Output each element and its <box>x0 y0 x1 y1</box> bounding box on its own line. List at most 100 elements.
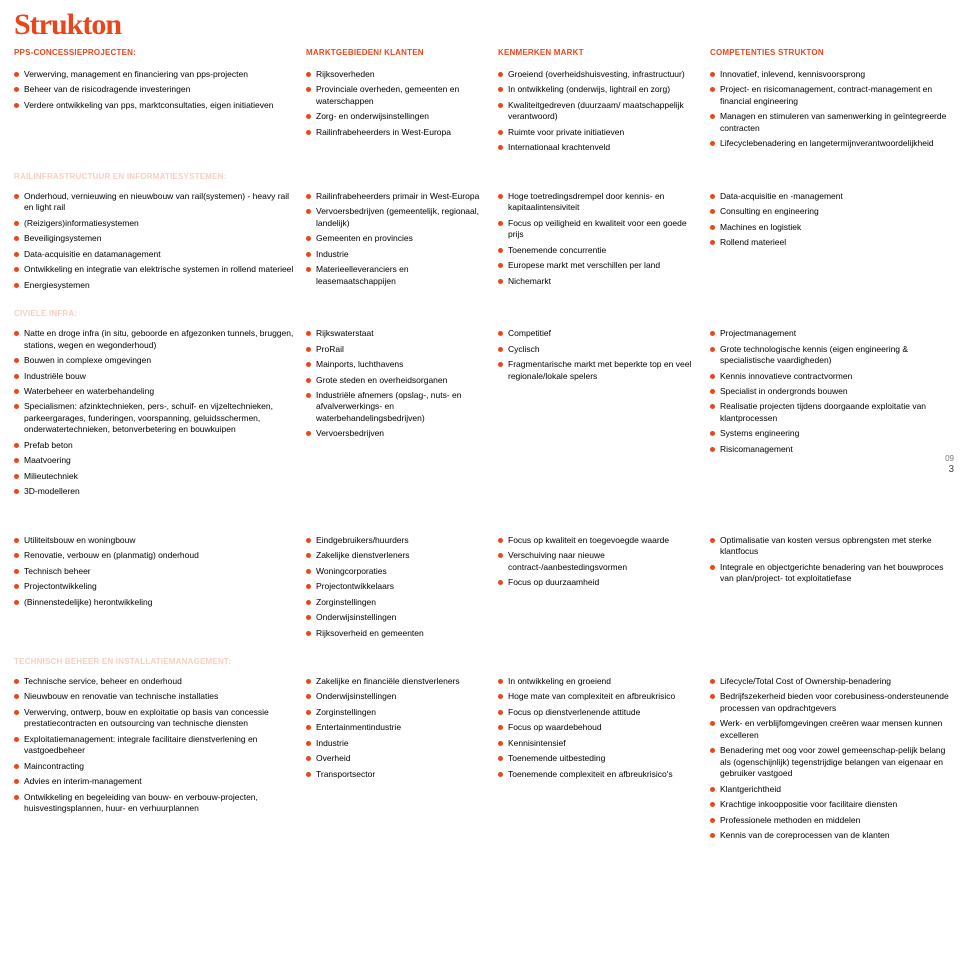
list-item: Lifecyclebenadering en langetermijnveran… <box>710 136 950 151</box>
bullet-list: Data-acquisitie en -managementConsulting… <box>710 187 950 257</box>
bullet-list: Focus op kwaliteit en toegevoegde waarde… <box>498 531 698 597</box>
list-item: Zorg- en onderwijsinstellingen <box>306 109 486 124</box>
column-header-1: PPS-CONCESSIEPROJECTEN: <box>14 42 294 63</box>
list-item: Kwaliteitgedreven (duurzaam/ maatschappe… <box>498 98 698 125</box>
list-item: Innovatief, inlevend, kennisvoorsprong <box>710 67 950 82</box>
bullet-list: Onderhoud, vernieuwing en nieuwbouw van … <box>14 187 294 299</box>
list-item: Systems engineering <box>710 426 950 441</box>
list-item: Zakelijke dienstverleners <box>306 548 486 563</box>
list-item: Data-acquisitie en datamanagement <box>14 247 294 262</box>
list-item: Entertainmentindustrie <box>306 720 486 735</box>
list-item: Rijksoverheid en gemeenten <box>306 626 486 641</box>
bullet-list: ProjectmanagementGrote technologische ke… <box>710 324 950 463</box>
list-item: Industriële afnemers (opslag-, nuts- en … <box>306 388 486 426</box>
list-item: Kennisintensief <box>498 736 698 751</box>
cell: Hoge toetredingsdrempel door kennis- en … <box>498 185 698 299</box>
list-item: Materieelleveranciers en leasemaatschapp… <box>306 262 486 289</box>
list-item: Onderwijsinstellingen <box>306 689 486 704</box>
list-item: Utiliteitsbouw en woningbouw <box>14 533 294 548</box>
section-label <box>14 506 950 529</box>
cell: RijkswaterstaatProRailMainports, luchtha… <box>306 322 486 506</box>
list-item: Technisch beheer <box>14 564 294 579</box>
list-item: Milieutechniek <box>14 469 294 484</box>
list-item: Projectmanagement <box>710 326 950 341</box>
logo: Strukton <box>14 8 946 42</box>
list-item: Focus op veiligheid en kwaliteit voor ee… <box>498 216 698 243</box>
list-item: Project- en risicomanagement, contract-m… <box>710 82 950 109</box>
list-item: Industrie <box>306 736 486 751</box>
list-item: Verschuiving naar nieuwe contract-/aanbe… <box>498 548 698 575</box>
list-item: Fragmentarische markt met beperkte top e… <box>498 357 698 384</box>
list-item: In ontwikkeling en groeiend <box>498 674 698 689</box>
list-item: Ontwikkeling en integratie van elektrisc… <box>14 262 294 277</box>
list-item: Hoge mate van complexiteit en afbreukris… <box>498 689 698 704</box>
list-item: Kennis van de coreprocessen van de klant… <box>710 828 950 843</box>
list-item: Focus op dienstverlenende attitude <box>498 705 698 720</box>
list-item: ProRail <box>306 342 486 357</box>
list-item: Vervoersbedrijven <box>306 426 486 441</box>
list-item: Transportsector <box>306 767 486 782</box>
list-item: Industrie <box>306 247 486 262</box>
bullet-list: Technische service, beheer en onderhoudN… <box>14 672 294 823</box>
list-item: Krachtige inkooppositie voor facilitaire… <box>710 797 950 812</box>
column-header-2: MARKTGEBIEDEN/ KLANTEN <box>306 42 486 63</box>
list-item: Focus op waardebehoud <box>498 720 698 735</box>
cell: Data-acquisitie en -managementConsulting… <box>710 185 950 299</box>
list-item: Maincontracting <box>14 759 294 774</box>
list-item: Lifecycle/Total Cost of Ownership-benade… <box>710 674 950 689</box>
list-item: Professionele methoden en middelen <box>710 813 950 828</box>
list-item: Nichemarkt <box>498 274 698 289</box>
page-number-badge: 09 3 <box>945 455 954 475</box>
page-big: 3 <box>948 464 954 475</box>
list-item: Renovatie, verbouw en (planmatig) onderh… <box>14 548 294 563</box>
cell: RijksoverhedenProvinciale overheden, gem… <box>306 63 486 162</box>
list-item: Hoge toetredingsdrempel door kennis- en … <box>498 189 698 216</box>
list-item: Kennis innovatieve contractvormen <box>710 369 950 384</box>
cell: CompetitiefCyclischFragmentarische markt… <box>498 322 698 506</box>
list-item: Eindgebruikers/huurders <box>306 533 486 548</box>
list-item: Verwerving, ontwerp, bouw en exploitatie… <box>14 705 294 732</box>
list-item: Competitief <box>498 326 698 341</box>
list-item: Onderwijsinstellingen <box>306 610 486 625</box>
list-item: Managen en stimuleren van samenwerking i… <box>710 109 950 136</box>
list-item: Grote technologische kennis (eigen engin… <box>710 342 950 369</box>
list-item: Rijksoverheden <box>306 67 486 82</box>
bullet-list: Utiliteitsbouw en woningbouwRenovatie, v… <box>14 531 294 616</box>
list-item: Machines en logistiek <box>710 220 950 235</box>
column-header-4: COMPETENTIES STRUKTON <box>710 42 950 63</box>
bullet-list: Lifecycle/Total Cost of Ownership-benade… <box>710 672 950 850</box>
list-item: Ontwikkeling en begeleiding van bouw- en… <box>14 790 294 817</box>
list-item: Toenemende concurrentie <box>498 243 698 258</box>
cell: Verwerving, management en financiering v… <box>14 63 294 162</box>
list-item: Benadering met oog voor zowel gemeenscha… <box>710 743 950 781</box>
list-item: Internationaal krachtenveld <box>498 140 698 155</box>
list-item: Projectontwikkeling <box>14 579 294 594</box>
list-item: Overheid <box>306 751 486 766</box>
list-item: Focus op duurzaamheid <box>498 575 698 590</box>
bullet-list: RijksoverhedenProvinciale overheden, gem… <box>306 65 486 146</box>
column-header-3: KENMERKEN MARKT <box>498 42 698 63</box>
bullet-list: In ontwikkeling en groeiendHoge mate van… <box>498 672 698 788</box>
cell: Utiliteitsbouw en woningbouwRenovatie, v… <box>14 529 294 647</box>
section-label: TECHNISCH BEHEER EN INSTALLATIEMANAGEMEN… <box>14 647 950 670</box>
list-item: Mainports, luchthavens <box>306 357 486 372</box>
list-item: Technische service, beheer en onderhoud <box>14 674 294 689</box>
list-item: Beheer van de risicodragende investering… <box>14 82 294 97</box>
list-item: Industriële bouw <box>14 369 294 384</box>
list-item: Energiesystemen <box>14 278 294 293</box>
list-item: Consulting en engineering <box>710 204 950 219</box>
list-item: Railinfrabeheerders primair in West-Euro… <box>306 189 486 204</box>
list-item: Railinfrabeheerders in West-Europa <box>306 125 486 140</box>
page-small: 09 <box>945 454 954 463</box>
list-item: Zorginstellingen <box>306 595 486 610</box>
cell: Focus op kwaliteit en toegevoegde waarde… <box>498 529 698 647</box>
list-item: Integrale en objectgerichte benadering v… <box>710 560 950 587</box>
bullet-list: CompetitiefCyclischFragmentarische markt… <box>498 324 698 390</box>
list-item: Advies en interim-management <box>14 774 294 789</box>
list-item: Exploitatiemanagement: integrale facilit… <box>14 732 294 759</box>
list-item: Zorginstellingen <box>306 705 486 720</box>
bullet-list: Eindgebruikers/huurdersZakelijke dienstv… <box>306 531 486 647</box>
list-item: Europese markt met verschillen per land <box>498 258 698 273</box>
list-item: Cyclisch <box>498 342 698 357</box>
list-item: Maatvoering <box>14 453 294 468</box>
